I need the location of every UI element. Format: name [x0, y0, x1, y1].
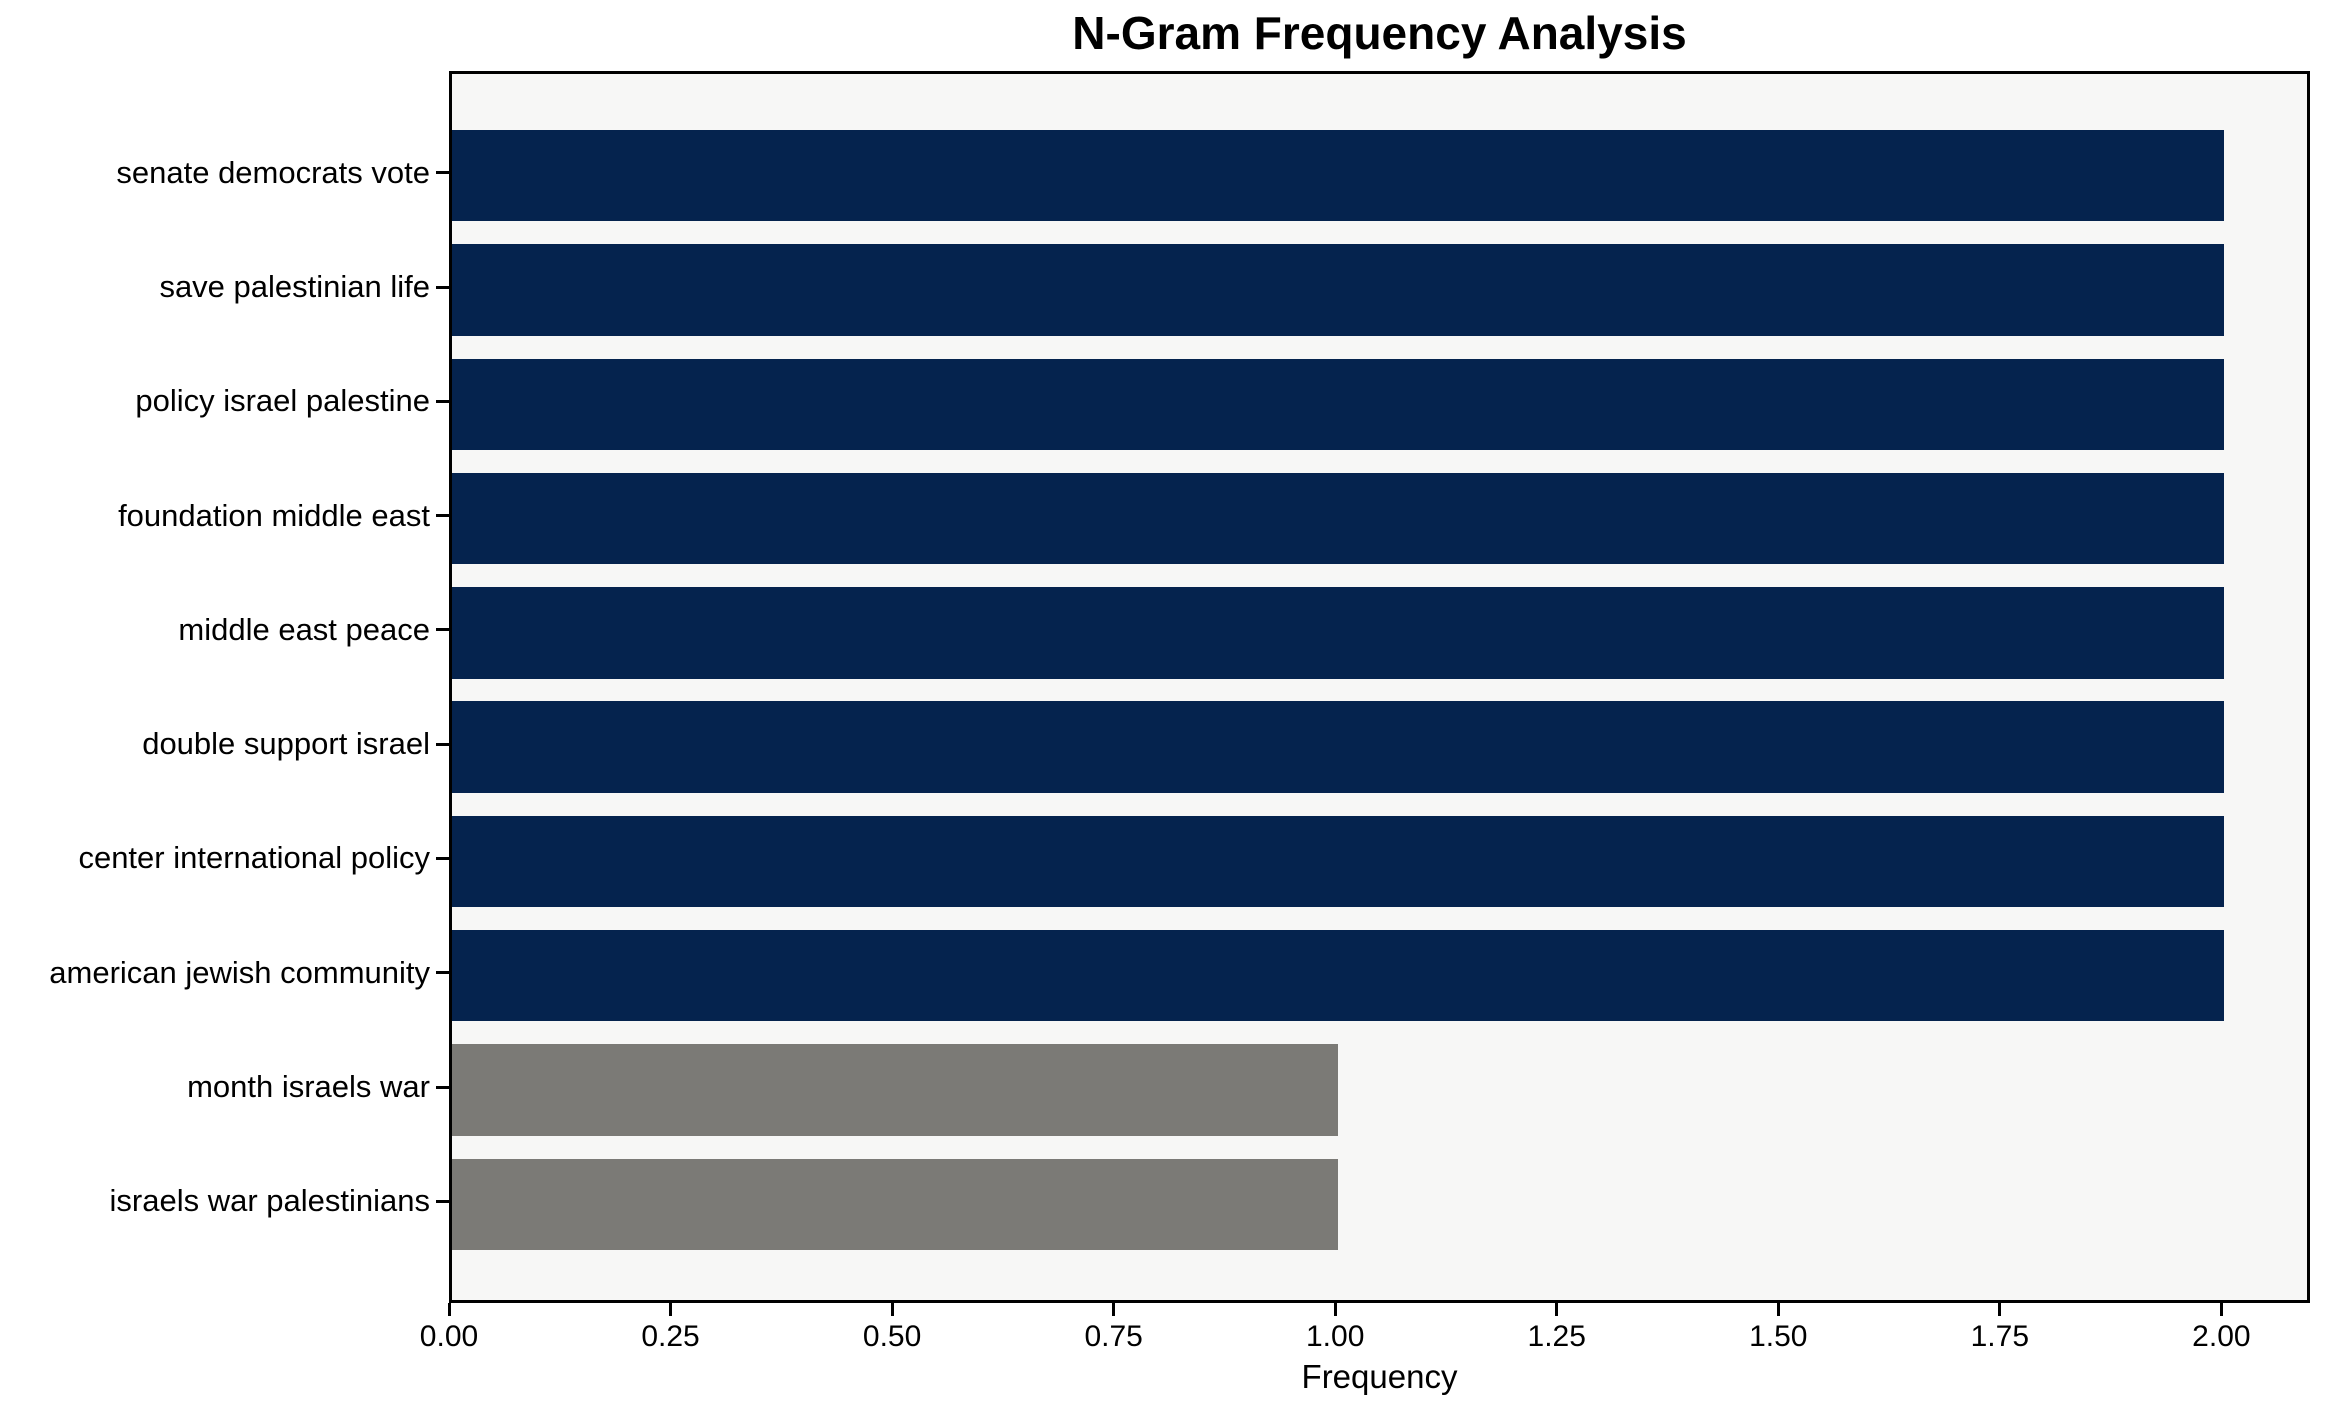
- x-tick: [1555, 1303, 1559, 1316]
- y-tick: [436, 628, 449, 632]
- y-tick: [436, 399, 449, 403]
- bar: [452, 815, 2225, 908]
- x-tick: [1998, 1303, 2002, 1316]
- x-tick: [1776, 1303, 1780, 1316]
- x-tick-label: 1.75: [1970, 1320, 2030, 1353]
- bar: [452, 1158, 1339, 1250]
- x-tick: [1112, 1303, 1116, 1316]
- x-tick-label: 0.75: [1084, 1320, 1143, 1353]
- y-tick: [436, 1199, 449, 1203]
- y-tick-label: foundation middle east: [118, 497, 430, 533]
- x-axis-title: Frequency: [1301, 1358, 1458, 1395]
- bar: [452, 130, 2225, 222]
- x-tick-label: 1.00: [1305, 1320, 1365, 1353]
- y-tick: [436, 514, 449, 518]
- bar: [452, 472, 2225, 565]
- y-tick-label: center international policy: [78, 840, 430, 876]
- y-tick-label: american jewish community: [49, 954, 430, 990]
- bar: [452, 1044, 1339, 1136]
- y-tick-label: policy israel palestine: [135, 383, 430, 419]
- x-tick-label: 1.50: [1749, 1320, 1808, 1353]
- y-tick: [436, 856, 449, 860]
- y-tick: [436, 971, 449, 975]
- bar: [452, 701, 2225, 793]
- y-tick: [436, 1085, 449, 1089]
- y-tick: [436, 742, 449, 746]
- x-tick: [890, 1303, 894, 1316]
- x-tick-label: 0.25: [641, 1320, 700, 1353]
- y-tick-label: save palestinian life: [159, 269, 430, 304]
- y-tick-label: senate democrats vote: [116, 154, 430, 190]
- x-tick-label: 0.50: [862, 1320, 922, 1353]
- chart-title: N-Gram Frequency Analysis: [1072, 7, 1687, 59]
- bar: [452, 930, 2225, 1022]
- x-tick: [669, 1303, 673, 1316]
- bar: [452, 244, 2225, 336]
- x-tick-label: 2.00: [2192, 1320, 2251, 1353]
- x-tick: [2219, 1303, 2223, 1316]
- bar: [452, 358, 2225, 450]
- y-tick-label: month israels war: [187, 1069, 430, 1104]
- plot-area: [449, 71, 2310, 1303]
- y-tick: [436, 171, 449, 175]
- y-tick-label: israels war palestinians: [109, 1183, 430, 1219]
- x-tick: [447, 1303, 451, 1316]
- y-tick: [436, 285, 449, 289]
- x-tick-label: 0.00: [419, 1320, 479, 1353]
- y-tick-label: middle east peace: [178, 611, 430, 647]
- y-tick-label: double support israel: [142, 726, 430, 762]
- x-tick: [1333, 1303, 1337, 1316]
- bar: [452, 587, 2225, 679]
- x-tick-label: 1.25: [1527, 1320, 1586, 1353]
